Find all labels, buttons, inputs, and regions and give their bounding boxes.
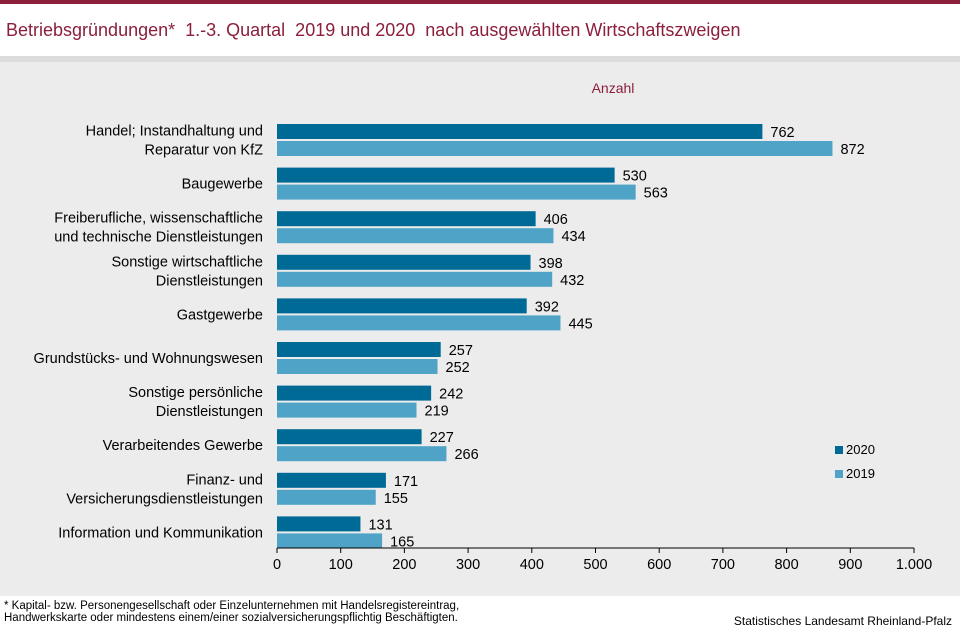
data-label-2020: 392: [535, 299, 559, 315]
title-separator: [0, 56, 960, 62]
bar-2019: [277, 446, 447, 462]
category-label: Sonstige wirtschaftliche: [111, 254, 263, 270]
x-tick-label: 700: [711, 557, 735, 573]
data-label-2019: 563: [644, 186, 668, 202]
category-label: Dienstleistungen: [156, 404, 263, 420]
bar-2020: [277, 429, 422, 445]
category-label: Grundstücks- und Wohnungswesen: [34, 351, 263, 367]
bar-2020: [277, 472, 386, 488]
data-label-2020: 171: [394, 474, 418, 490]
x-tick-label: 300: [456, 557, 480, 573]
bar-2019: [277, 359, 438, 374]
bar-2020: [277, 124, 763, 139]
x-tick-label: 600: [647, 557, 671, 573]
legend-label-2020: 2020: [846, 442, 875, 457]
legend-swatch-2020: [835, 446, 843, 454]
data-label-2019: 432: [560, 273, 584, 289]
bar-2019: [277, 228, 554, 244]
category-label: Reparatur von KfZ: [145, 143, 264, 159]
bar-2020: [277, 298, 527, 314]
data-label-2020: 257: [449, 343, 473, 359]
data-label-2019: 434: [561, 229, 585, 245]
bar-2020: [277, 385, 432, 401]
category-label: Information und Kommunikation: [58, 525, 263, 541]
unit-label: Anzahl: [592, 80, 635, 96]
bar-2020: [277, 254, 531, 270]
x-tick-label: 100: [329, 557, 353, 573]
data-label-2019: 445: [568, 316, 592, 332]
bar-2019: [277, 533, 383, 549]
top-rule: [0, 0, 960, 4]
bar-2020: [277, 211, 536, 227]
category-label: Verarbeitendes Gewerbe: [103, 438, 263, 454]
category-label: Dienstleistungen: [156, 273, 263, 289]
data-label-2019: 266: [454, 447, 478, 463]
bar-2019: [277, 315, 561, 331]
data-label-2019: 872: [840, 142, 864, 158]
chart-title: Betriebsgründungen* 1.-3. Quartal 2019 u…: [6, 20, 741, 40]
category-label: Gastgewerbe: [177, 307, 263, 323]
x-tick-label: 900: [838, 557, 862, 573]
x-tick-label: 0: [273, 557, 281, 573]
bar-2020: [277, 167, 615, 183]
category-label: Versicherungsdienstleistungen: [66, 491, 263, 507]
chart-area: Anzahl Handel; Instandhaltung und Reparatu…: [0, 62, 960, 596]
data-label-2020: 398: [539, 256, 563, 272]
legend-swatch-2019: [835, 470, 843, 478]
category-label: Handel; Instandhaltung und: [86, 124, 263, 140]
x-tick-label: 800: [774, 557, 798, 573]
data-label-2019: 165: [390, 534, 414, 550]
bar-2020: [277, 516, 361, 532]
bar-2019: [277, 489, 376, 505]
bar-2019: [277, 271, 553, 287]
x-tick-label: 200: [392, 557, 416, 573]
category-label: Sonstige persönliche: [128, 385, 263, 401]
data-label-2020: 227: [430, 430, 454, 446]
x-tick-label: 500: [583, 557, 607, 573]
legend-label-2019: 2019: [846, 466, 875, 481]
category-label: und technische Dienstleistungen: [54, 230, 263, 246]
x-tick-label: 400: [520, 557, 544, 573]
data-label-2020: 762: [770, 125, 794, 141]
data-label-2019: 252: [446, 360, 470, 376]
source-label: Statistisches Landesamt Rheinland-Pfalz: [733, 614, 952, 628]
category-label: Baugewerbe: [182, 177, 263, 193]
bar-chart: Anzahl Handel; Instandhaltung und Reparatu…: [34, 80, 933, 573]
data-label-2020: 131: [368, 517, 392, 533]
bar-2019: [277, 141, 833, 156]
data-label-2020: 406: [544, 212, 568, 228]
category-label: Finanz- und: [186, 472, 263, 488]
bar-2020: [277, 342, 441, 357]
data-label-2019: 155: [384, 491, 408, 507]
bar-2019: [277, 184, 636, 200]
data-label-2020: 530: [623, 169, 647, 185]
category-label: Freiberufliche, wissenschaftliche: [54, 211, 263, 227]
footnote: * Kapital- bzw. Personengesellschaft ode…: [4, 600, 460, 624]
data-label-2020: 242: [439, 387, 463, 403]
bar-2019: [277, 402, 417, 418]
x-tick-label: 1.000: [896, 557, 932, 573]
data-label-2019: 219: [425, 404, 449, 420]
